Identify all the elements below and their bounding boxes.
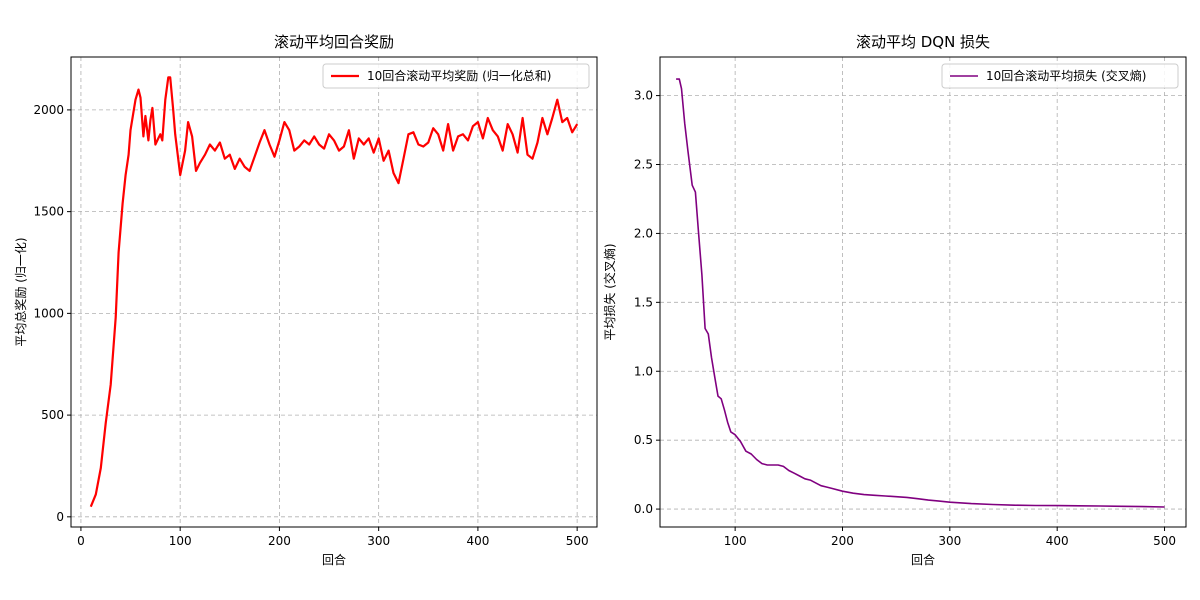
legend-box	[941, 63, 1179, 89]
y-tick-label: 1000	[33, 306, 64, 320]
plot-frame	[659, 56, 1187, 528]
x-tick-label: 500	[1153, 534, 1176, 548]
x-tick-label: 500	[566, 534, 589, 548]
x-tick-label: 300	[938, 534, 961, 548]
legend: 10回合滚动平均奖励 (归一化总和)	[322, 63, 590, 89]
y-tick-label: 2.5	[634, 158, 653, 172]
y-axis-label: 平均损失 (交叉熵)	[602, 243, 617, 340]
loss-chart: 100 200 300 400 500 0.0 0.5 1.0 1.5 2.0 2.5 3.0 滚动平均…	[602, 33, 1187, 567]
legend: 10回合滚动平均损失 (交叉熵)	[941, 63, 1179, 89]
y-tick-label: 500	[41, 408, 64, 422]
series-line	[89, 76, 579, 508]
y-tick-label: 0.5	[634, 433, 653, 447]
x-tick-label: 100	[169, 534, 192, 548]
x-tick-label: 200	[831, 534, 854, 548]
series-line	[676, 78, 1165, 508]
legend-box	[322, 63, 590, 89]
y-tick-label: 3.0	[634, 89, 653, 103]
chart-title: 滚动平均回合奖励	[274, 33, 394, 51]
x-tick-label: 100	[724, 534, 747, 548]
y-tick-label: 0.0	[634, 502, 653, 516]
plot-frame	[70, 56, 598, 528]
y-tick-label: 1500	[33, 205, 64, 219]
y-tick-label: 2.0	[634, 226, 653, 240]
y-axis-label: 平均总奖励 (归一化)	[14, 237, 28, 346]
x-tick-label: 400	[466, 534, 489, 548]
x-tick-label: 300	[367, 534, 390, 548]
y-tick-label: 0	[56, 510, 64, 524]
y-tick-label: 1.5	[634, 295, 653, 309]
chart-title: 滚动平均 DQN 损失	[856, 33, 990, 51]
y-tick-label: 2000	[33, 103, 64, 117]
x-tick-label: 400	[1046, 534, 1069, 548]
x-tick-label: 0	[77, 534, 85, 548]
x-tick-label: 200	[268, 534, 291, 548]
x-axis-label: 回合	[322, 552, 346, 567]
x-axis-label: 回合	[911, 552, 935, 567]
legend-label: 10回合滚动平均奖励 (归一化总和)	[367, 68, 551, 83]
legend-label: 10回合滚动平均损失 (交叉熵)	[986, 68, 1146, 83]
reward-chart: 0 100 200 300 400 500 0 500 1000 1500 2000 滚动平均回合奖励…	[14, 33, 598, 567]
y-tick-label: 1.0	[634, 364, 653, 378]
